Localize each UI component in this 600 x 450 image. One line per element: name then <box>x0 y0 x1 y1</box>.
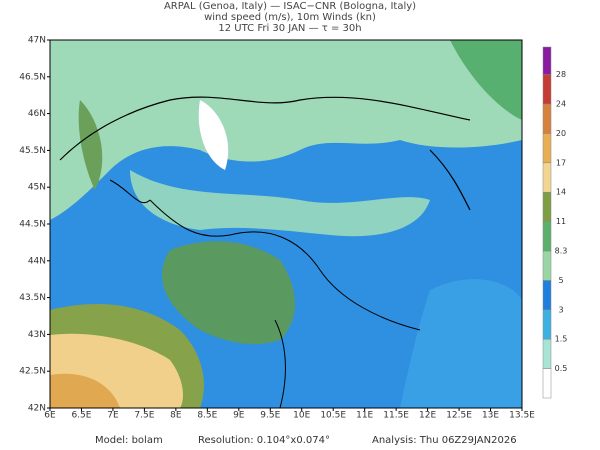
lon-label: 8.5E <box>197 411 217 421</box>
colorbar-segment <box>542 46 552 75</box>
header-line: wind speed (m/s), 10m Winds (kn) <box>204 12 376 23</box>
lat-label: 46N <box>28 109 46 119</box>
colorbar-label: 1.5 <box>555 335 568 344</box>
colorbar-label: 14 <box>556 188 566 197</box>
header-line: 12 UTC Fri 30 JAN — τ = 30h <box>218 23 361 34</box>
lat-label: 45N <box>28 183 46 193</box>
lat-label: 44.5N <box>19 220 46 230</box>
lon-label: 7.5E <box>134 411 154 421</box>
lon-label: 9.5E <box>260 411 280 421</box>
lon-label: 7E <box>107 411 119 421</box>
lat-label: 47N <box>28 36 46 46</box>
lon-label: 13.5E <box>509 411 535 421</box>
footer-resolution: Resolution: 0.104°x0.074° <box>198 435 330 446</box>
field-area <box>161 241 295 345</box>
colorbar-segment <box>542 103 552 134</box>
map-field <box>50 40 522 408</box>
lon-label: 8E <box>170 411 182 421</box>
colorbar-label: 8.3 <box>555 247 568 256</box>
colorbar-segment <box>542 162 552 193</box>
colorbar-label: 20 <box>556 129 566 138</box>
lat-label: 42N <box>28 404 46 414</box>
colorbar-label: 28 <box>556 70 566 79</box>
colorbar-segment <box>542 280 552 311</box>
field-area <box>130 170 430 237</box>
lat-label: 43.5N <box>19 293 46 303</box>
lat-label: 46.5N <box>19 72 46 82</box>
lat-label: 43N <box>28 330 46 340</box>
colorbar-label: 24 <box>556 100 566 109</box>
coastline <box>109 179 421 331</box>
field-area <box>450 40 522 120</box>
lon-label: 6E <box>44 411 56 421</box>
colorbar-label: 3 <box>558 305 563 314</box>
colorbar-label: 0.5 <box>555 364 568 373</box>
lat-label: 42.5N <box>19 367 46 377</box>
colorbar-label: 11 <box>556 217 566 226</box>
lon-label: 10E <box>293 411 310 421</box>
header-line: ARPAL (Genoa, Italy) — ISAC−CNR (Bologna… <box>164 1 416 12</box>
colorbar-segment <box>542 221 552 252</box>
lat-label: 45.5N <box>19 146 46 156</box>
field-area <box>400 279 522 408</box>
footer-analysis: Analysis: Thu 06Z29JAN2026 <box>372 435 517 446</box>
lon-label: 10.5E <box>320 411 346 421</box>
field-area <box>78 100 103 190</box>
colorbar-label: 5 <box>558 276 563 285</box>
colorbar-segment <box>542 250 552 281</box>
field-area <box>50 373 120 408</box>
colorbar-segment <box>542 338 552 369</box>
field-area <box>198 100 229 170</box>
lon-label: 6.5E <box>71 411 91 421</box>
colorbar-segment <box>542 74 552 105</box>
colorbar-segment <box>542 133 552 164</box>
lon-label: 11.5E <box>383 411 409 421</box>
lon-label: 12E <box>419 411 436 421</box>
field-area <box>50 40 522 220</box>
colorbar-label: 17 <box>556 158 566 167</box>
colorbar-segment <box>542 309 552 340</box>
lon-label: 13E <box>482 411 499 421</box>
border <box>59 96 471 211</box>
lon-label: 12.5E <box>446 411 472 421</box>
coastline <box>274 319 286 408</box>
lat-label: 44N <box>28 256 46 266</box>
lon-label: 9E <box>233 411 245 421</box>
lon-label: 11E <box>356 411 373 421</box>
colorbar-segment <box>542 191 552 222</box>
colorbar-segment <box>542 368 552 399</box>
footer-model: Model: bolam <box>95 435 163 446</box>
